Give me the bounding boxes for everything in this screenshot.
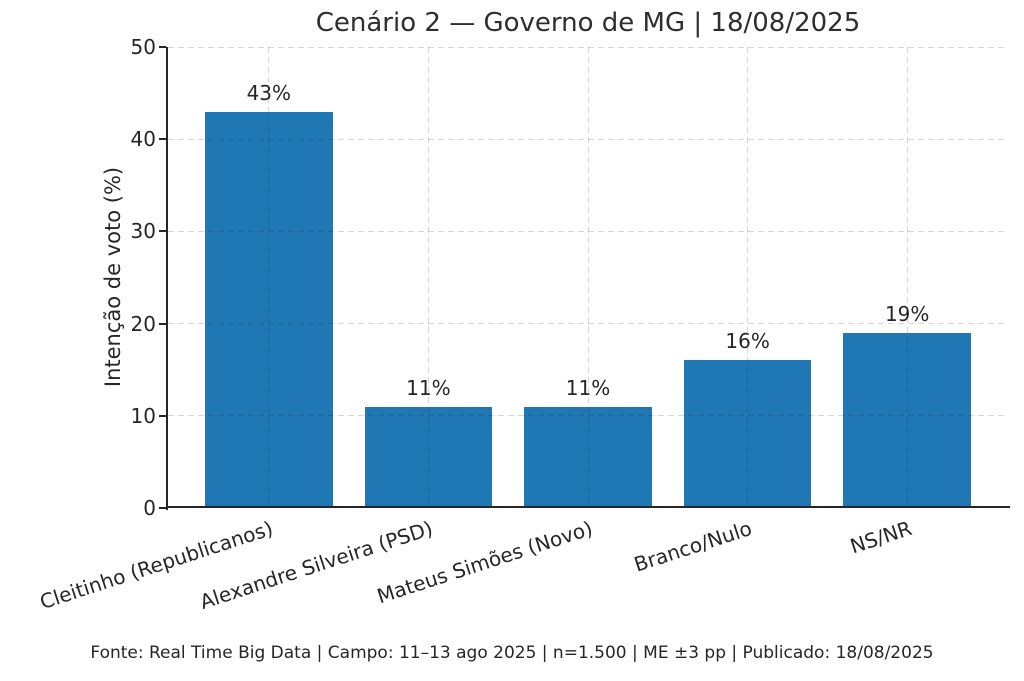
- x-axis-spine: [166, 506, 1010, 508]
- y-tick-mark: [159, 138, 166, 141]
- y-tick-mark: [159, 46, 166, 48]
- gridline-vertical: [906, 47, 908, 508]
- bar-value-label: 19%: [884, 301, 930, 326]
- bar-value-label: 11%: [565, 375, 611, 400]
- source-note: Fonte: Real Time Big Data | Campo: 11–13…: [90, 643, 934, 663]
- y-axis-spine: [166, 47, 168, 510]
- y-tick-label: 20: [130, 311, 156, 336]
- plot-area: 0 10 20 30 40 50 43% Cleitinho (Republicanos) 11…: [37, 35, 1010, 614]
- gridline-vertical: [587, 47, 589, 508]
- gridline-vertical: [747, 47, 749, 508]
- y-tick-label: 0: [143, 496, 156, 520]
- y-tick-label: 50: [130, 35, 156, 59]
- x-tick-label: Branco/Nulo: [631, 516, 756, 577]
- bar: [364, 406, 493, 508]
- y-tick-mark: [159, 230, 166, 233]
- bar: [204, 111, 333, 508]
- bar: [843, 332, 972, 508]
- y-tick-label: 40: [130, 127, 156, 152]
- bar-value-label: 11%: [406, 375, 451, 400]
- gridline-horizontal: [168, 230, 1008, 232]
- y-axis-label: Intenção de voto (%): [101, 166, 125, 388]
- gridline-vertical: [268, 47, 270, 508]
- y-tick-label: 30: [130, 219, 156, 244]
- gridline-horizontal: [168, 46, 1008, 48]
- gridline-horizontal: [168, 323, 1008, 325]
- gridline-horizontal: [168, 138, 1008, 140]
- y-tick-mark: [159, 414, 166, 417]
- chart-title: Cenário 2 — Governo de MG | 18/08/2025: [315, 8, 861, 38]
- x-tick-label: NS/NR: [847, 516, 915, 559]
- y-tick-mark: [159, 322, 166, 325]
- y-tick-label: 10: [130, 403, 156, 428]
- gridline-horizontal: [168, 415, 1008, 417]
- bar-value-label: 16%: [725, 329, 770, 354]
- y-tick-mark: [159, 507, 166, 509]
- bar-value-label: 43%: [246, 80, 292, 105]
- bar: [524, 406, 652, 508]
- bar: [683, 360, 812, 508]
- gridline-vertical: [427, 47, 429, 508]
